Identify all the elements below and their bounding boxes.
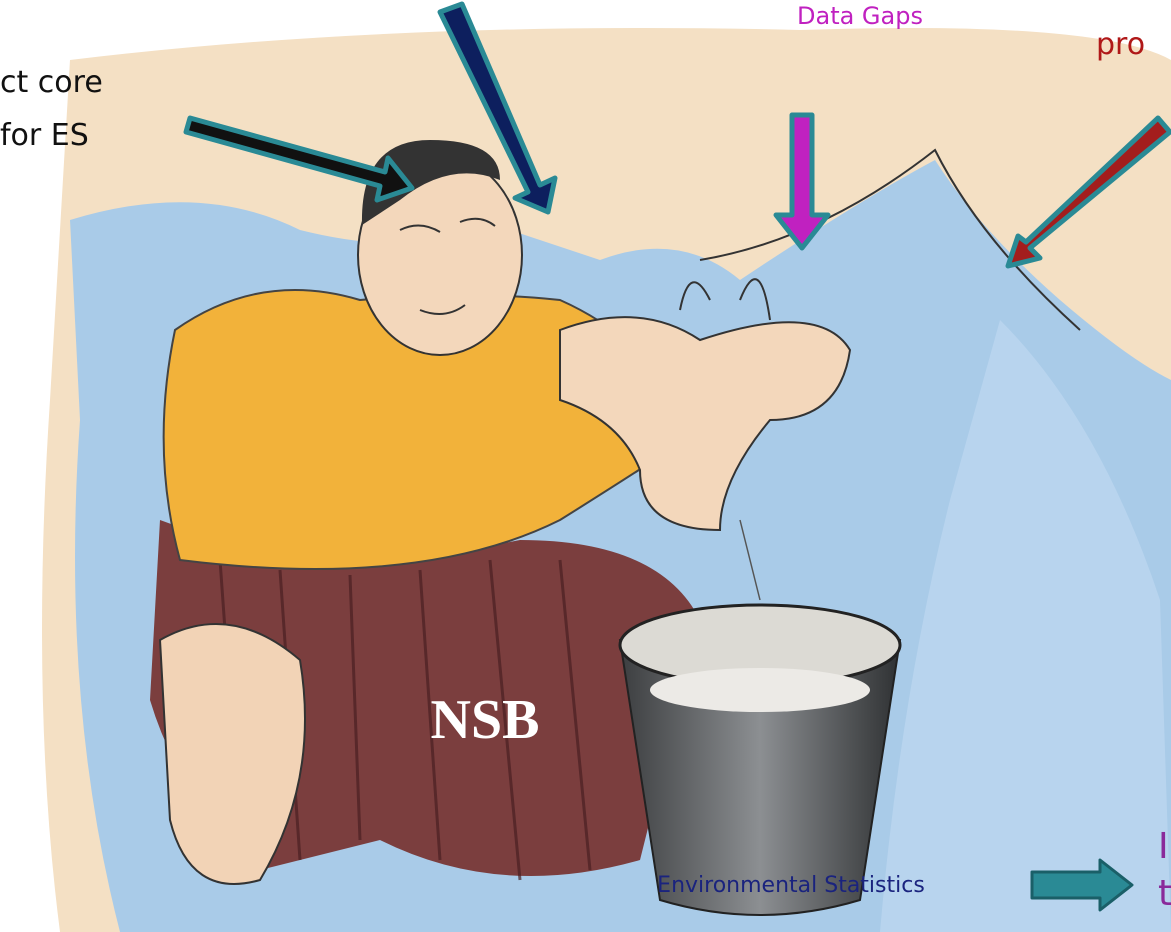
right-label: I [1158, 826, 1169, 867]
caption: Environmental Statistics [657, 873, 925, 898]
left-label: for ES [0, 118, 89, 153]
figure-label: NSB [431, 689, 540, 751]
data-gaps-label: Data Gaps [797, 2, 923, 30]
left-label: ct core [0, 65, 103, 100]
right-label: t [1158, 873, 1171, 914]
slide: ct core for ES Data Gaps pro NSB Environ… [0, 0, 1171, 932]
top-right-label: pro [1096, 27, 1145, 62]
illustration [42, 28, 1171, 932]
